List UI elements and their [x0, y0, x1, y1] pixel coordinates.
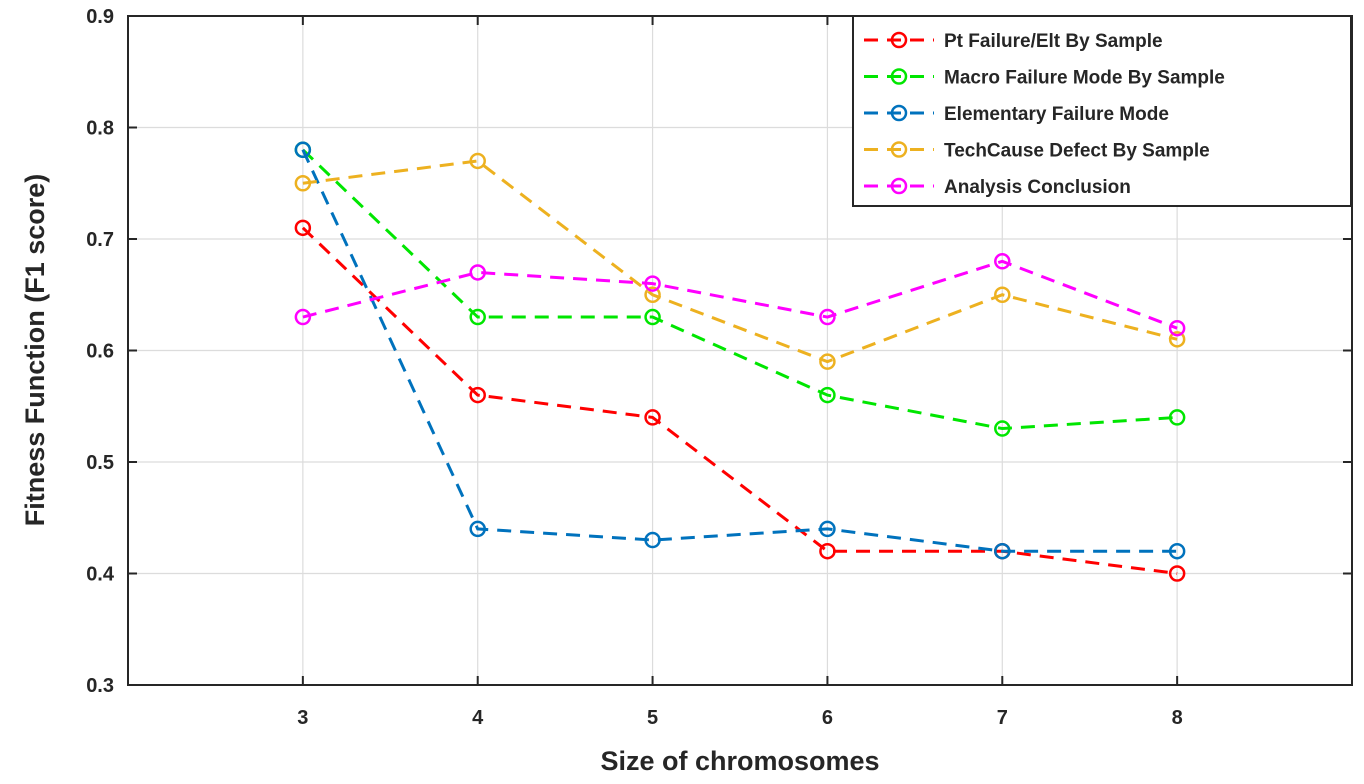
- data-point: [469, 308, 486, 326]
- legend-box: [852, 15, 1352, 207]
- series-5: [294, 253, 1186, 337]
- series-line: [302, 259, 1178, 330]
- y-tick-label: 0.5: [86, 452, 114, 474]
- legend-entry: Analysis Conclusion: [864, 177, 1131, 198]
- data-point: [469, 386, 486, 404]
- y-tick-label: 0.9: [86, 6, 114, 28]
- y-tick-label: 0.7: [86, 229, 114, 251]
- data-point: [469, 152, 486, 170]
- data-point: [644, 531, 661, 549]
- data-point: [294, 175, 312, 192]
- x-tick-label: 5: [647, 707, 658, 729]
- data-point: [1168, 542, 1186, 560]
- legend-swatch-marker: [890, 68, 908, 85]
- legend-label: Macro Failure Mode By Sample: [944, 68, 1225, 89]
- data-point: [1168, 409, 1186, 426]
- series-3: [294, 141, 1186, 560]
- data-point: [819, 308, 836, 326]
- legend-swatch-marker: [890, 31, 908, 49]
- series-1: [294, 219, 1186, 582]
- data-point: [294, 141, 312, 159]
- x-axis-ticks: 3 4 5 6 7 8: [297, 16, 1183, 729]
- legend: Pt Failure/Elt By Sample Macro Failure Mo…: [852, 15, 1352, 207]
- data-series: [294, 141, 1186, 582]
- x-tick-label: 6: [822, 707, 833, 729]
- data-point: [994, 286, 1011, 303]
- data-point: [994, 253, 1011, 270]
- legend-entry: Elementary Failure Mode: [864, 104, 1169, 125]
- legend-entry: Macro Failure Mode By Sample: [864, 68, 1225, 89]
- legend-label: TechCause Defect By Sample: [944, 141, 1210, 162]
- data-point: [1168, 331, 1186, 348]
- data-point: [994, 542, 1011, 560]
- y-tick-label: 0.8: [86, 118, 114, 140]
- legend-entry: TechCause Defect By Sample: [864, 141, 1210, 162]
- data-point: [469, 520, 486, 538]
- data-point: [1168, 319, 1186, 337]
- data-point: [819, 542, 836, 560]
- x-tick-label: 3: [297, 707, 308, 729]
- data-point: [644, 286, 661, 303]
- data-point: [469, 264, 486, 281]
- data-point: [294, 308, 312, 326]
- legend-swatch-marker: [890, 177, 908, 195]
- x-axis-label: Size of chromosomes: [600, 746, 879, 776]
- y-tick-label: 0.4: [86, 564, 115, 586]
- x-tick-label: 4: [472, 707, 484, 729]
- series-4: [294, 152, 1186, 370]
- data-point: [1168, 565, 1186, 582]
- series-line: [301, 149, 1178, 553]
- legend-entry: Pt Failure/Elt By Sample: [864, 31, 1163, 52]
- x-tick-label: 8: [1172, 707, 1183, 729]
- data-point: [819, 520, 836, 538]
- data-point: [644, 308, 661, 326]
- data-point: [294, 219, 312, 237]
- series-line: [302, 159, 1178, 364]
- x-tick-label: 7: [997, 707, 1008, 729]
- legend-label: Elementary Failure Mode: [944, 104, 1169, 125]
- data-point: [819, 353, 836, 370]
- y-axis-label: Fitness Function (F1 score): [20, 174, 50, 527]
- data-point: [819, 386, 836, 404]
- data-point: [644, 409, 661, 426]
- data-point: [994, 420, 1011, 437]
- data-point: [644, 275, 661, 292]
- legend-label: Pt Failure/Elt By Sample: [944, 31, 1163, 52]
- y-tick-label: 0.6: [86, 341, 114, 363]
- legend-swatch-marker: [890, 141, 908, 158]
- legend-swatch-marker: [890, 104, 908, 122]
- series-line: [301, 148, 1178, 431]
- y-tick-label: 0.3: [86, 675, 114, 697]
- legend-label: Analysis Conclusion: [944, 177, 1131, 198]
